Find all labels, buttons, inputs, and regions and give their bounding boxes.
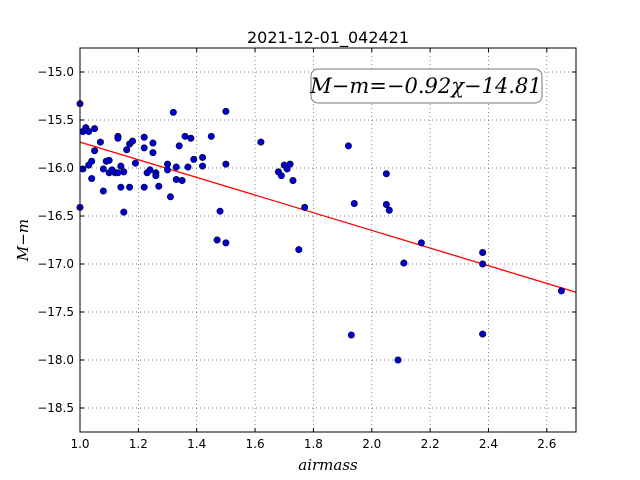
data-point — [120, 208, 128, 216]
x-tick-label: 1.4 — [187, 437, 206, 451]
x-tick-label: 1.0 — [70, 437, 89, 451]
data-point — [120, 168, 128, 176]
data-point — [105, 156, 113, 164]
x-tick-label: 1.2 — [129, 437, 148, 451]
data-point — [417, 239, 425, 247]
x-axis-label: airmass — [298, 456, 358, 474]
y-tick-label: −16.0 — [37, 161, 74, 175]
data-point — [140, 183, 148, 191]
data-point — [350, 200, 358, 208]
data-point — [88, 157, 96, 165]
data-point — [181, 132, 189, 140]
data-point — [394, 356, 402, 364]
data-point — [222, 239, 230, 247]
data-point — [286, 160, 294, 168]
data-point — [140, 144, 148, 152]
data-point — [382, 170, 390, 178]
y-tick-label: −16.5 — [37, 209, 74, 223]
data-point — [99, 187, 107, 195]
data-point — [175, 142, 183, 150]
data-point — [190, 155, 198, 163]
data-point — [277, 172, 285, 180]
grid — [79, 48, 576, 432]
fit-line-layer — [79, 141, 577, 293]
fit-equation-text: M−m=−0.92χ−14.81 — [309, 74, 541, 98]
data-point — [289, 176, 297, 184]
y-tick-label: −17.5 — [37, 305, 74, 319]
data-point — [155, 182, 163, 190]
data-point — [295, 246, 303, 254]
data-point — [149, 139, 157, 147]
data-point — [172, 163, 180, 171]
data-point — [479, 248, 487, 256]
data-point — [129, 137, 137, 145]
x-tick-label: 2.6 — [537, 437, 556, 451]
data-point — [400, 259, 408, 267]
y-tick-label: −18.0 — [37, 353, 74, 367]
y-tick-label: −18.5 — [37, 401, 74, 415]
data-point — [216, 207, 224, 215]
data-point — [344, 142, 352, 150]
data-point — [85, 128, 93, 136]
data-point — [149, 149, 157, 157]
data-point — [114, 169, 122, 177]
data-point — [222, 107, 230, 115]
y-tick-label: −17.0 — [37, 257, 74, 271]
axis-ticks: 1.0 1.2 1.4 1.6 1.8 2.0 2.2 2.4 2.6 −15.0 −15.5 −16… — [37, 48, 576, 451]
data-point — [257, 138, 265, 146]
data-point — [213, 236, 221, 244]
data-point — [126, 183, 134, 191]
data-point — [117, 183, 125, 191]
data-point — [382, 200, 390, 208]
data-point — [140, 133, 148, 141]
data-point — [169, 108, 177, 116]
data-point — [131, 159, 139, 167]
y-axis-label: M−m — [14, 219, 32, 262]
y-tick-label: −15.0 — [37, 65, 74, 79]
chart-title: 2021-12-01_042421 — [247, 28, 409, 48]
data-point — [96, 138, 104, 146]
data-point — [79, 165, 87, 173]
data-point — [199, 153, 207, 161]
x-tick-label: 2.4 — [479, 437, 498, 451]
x-tick-label: 2.0 — [362, 437, 381, 451]
data-point — [199, 162, 207, 170]
data-point — [187, 134, 195, 142]
data-point — [184, 163, 192, 171]
data-point — [99, 165, 107, 173]
data-point — [117, 162, 125, 170]
data-point — [91, 147, 99, 155]
data-point — [166, 193, 174, 201]
data-point — [178, 176, 186, 184]
data-point — [207, 132, 215, 140]
data-point — [146, 166, 154, 174]
data-point — [88, 175, 96, 183]
data-point — [479, 260, 487, 268]
x-tick-label: 2.2 — [421, 437, 440, 451]
data-point — [123, 146, 131, 154]
fit-equation-frame — [310, 68, 543, 104]
fit-equation-box: M−m=−0.92χ−14.81 — [309, 68, 543, 104]
data-point — [172, 176, 180, 184]
data-point — [479, 330, 487, 338]
y-tick-label: −15.5 — [37, 113, 74, 127]
data-points — [76, 100, 565, 364]
data-point — [114, 134, 122, 142]
plot-frame — [79, 47, 577, 433]
x-tick-label: 1.8 — [304, 437, 323, 451]
data-point — [347, 331, 355, 339]
data-point — [301, 203, 309, 211]
data-point — [164, 166, 172, 174]
data-point — [152, 172, 160, 180]
data-point — [557, 287, 565, 295]
fit-line — [79, 141, 577, 293]
data-point — [222, 160, 230, 168]
data-point — [385, 206, 393, 214]
x-tick-label: 1.6 — [246, 437, 265, 451]
data-point — [164, 160, 172, 168]
data-point — [91, 125, 99, 133]
